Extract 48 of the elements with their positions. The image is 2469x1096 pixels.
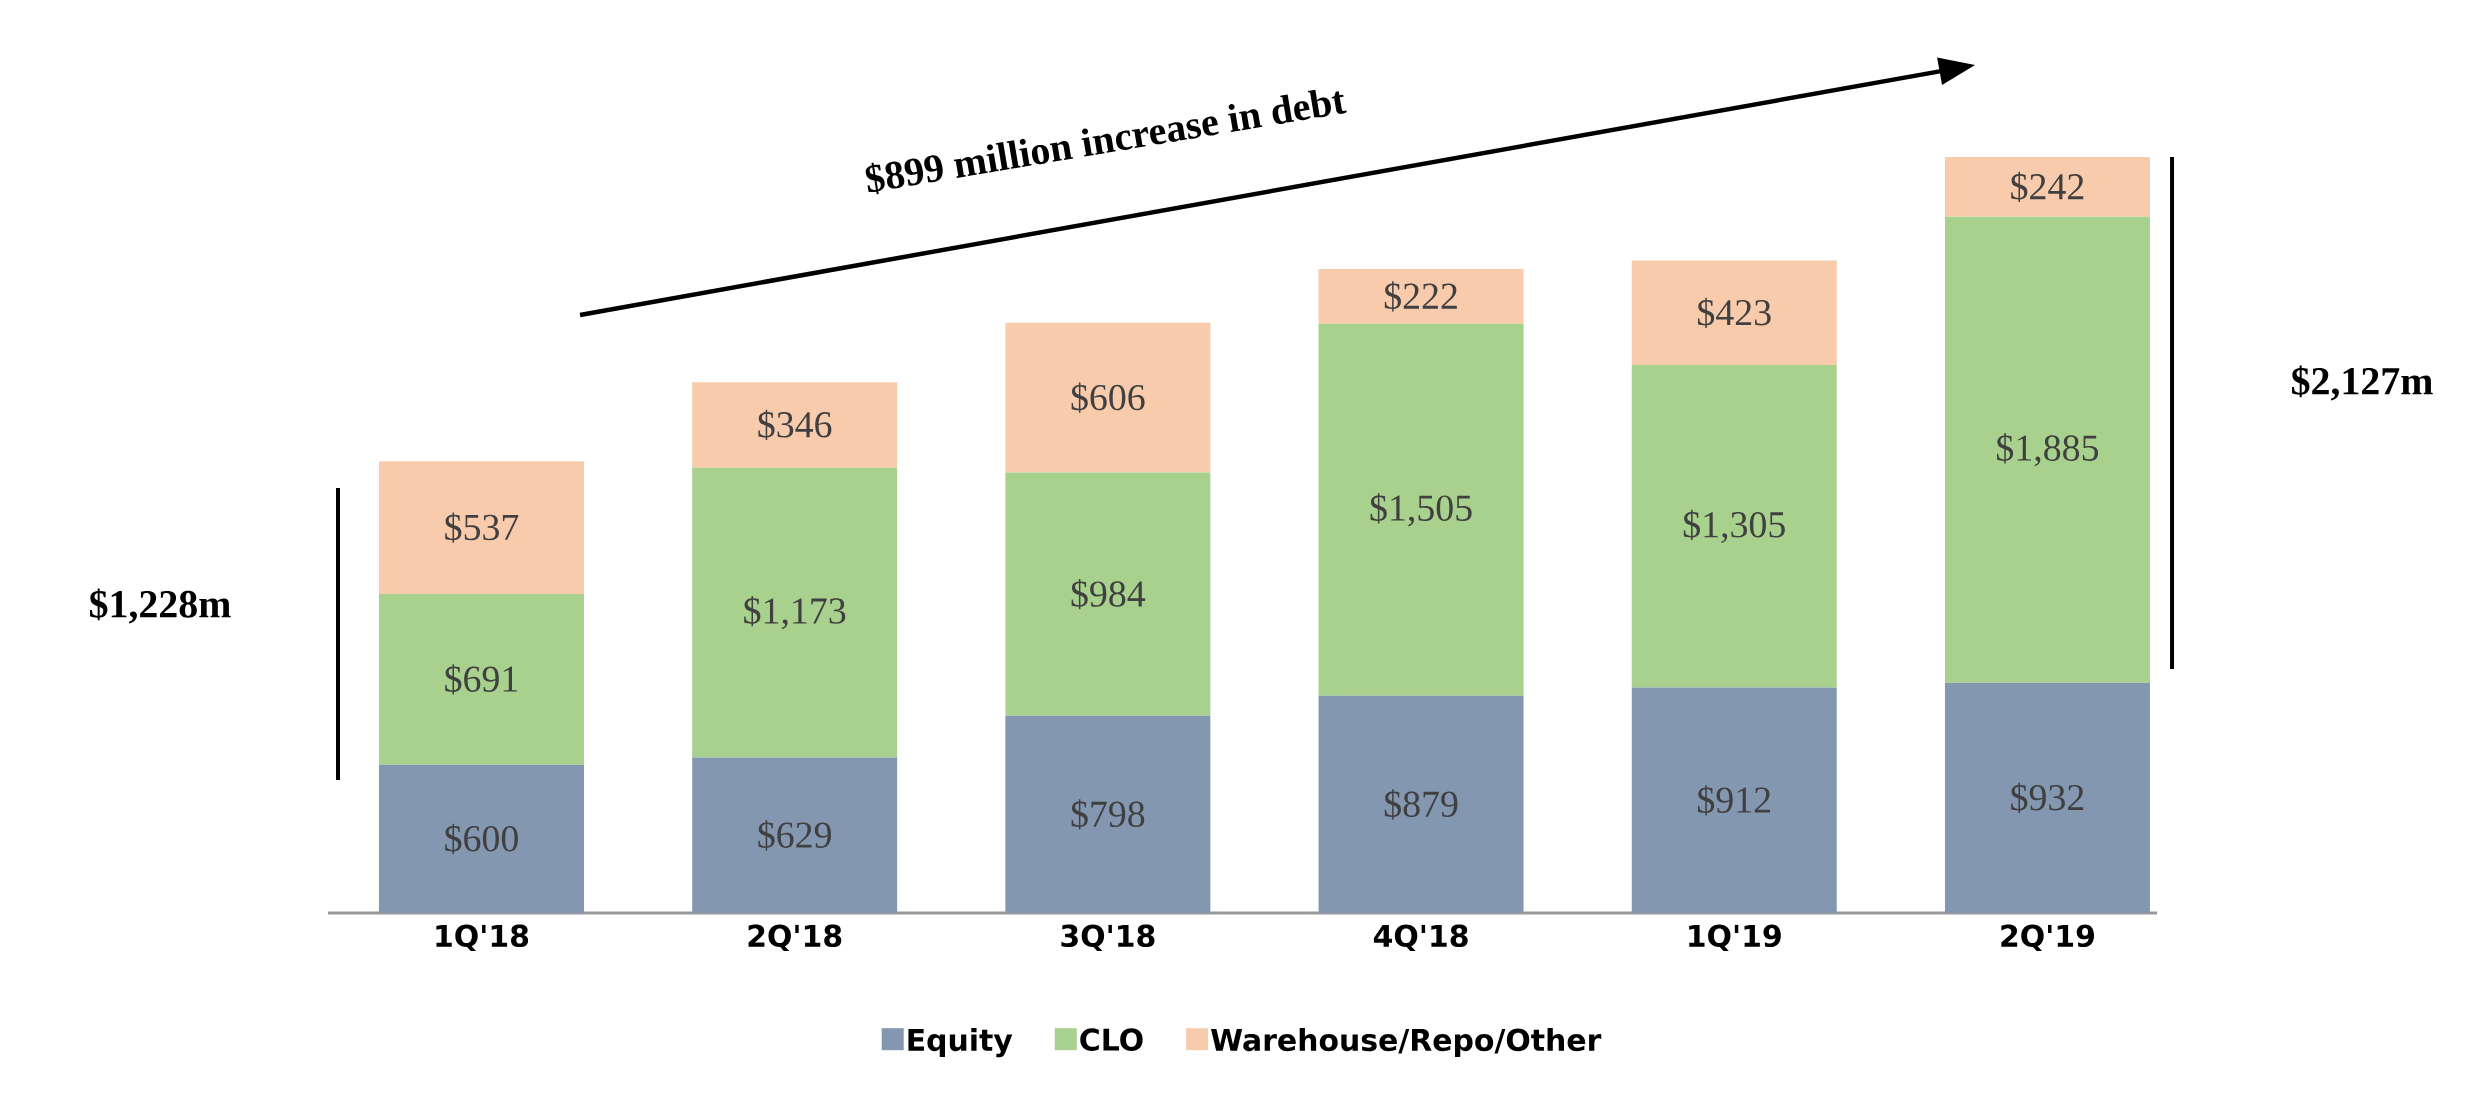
data-label: $984 (1071, 579, 1146, 610)
bar (378, 764, 584, 913)
bar (1944, 682, 2150, 913)
x-tick-label: 1Q'19 (1689, 924, 1781, 952)
data-label: $1,305 (1683, 509, 1785, 543)
bar (1005, 715, 1211, 913)
legend-label: Equity (908, 1028, 1013, 1058)
data-label: $537 (445, 512, 519, 543)
data-label: $879 (1384, 789, 1458, 820)
data-label: $798 (1071, 799, 1145, 830)
legend-label: Warehouse/Repo/Other (1210, 1028, 1602, 1058)
data-label: $691 (445, 664, 518, 695)
legend-label: CLO (1080, 1028, 1143, 1051)
bar (1944, 156, 2150, 217)
bar (692, 382, 898, 468)
bar (1318, 268, 1524, 324)
text: $2,127m (2292, 365, 2433, 401)
bar (1318, 323, 1524, 696)
text: $1,228m (90, 588, 231, 624)
data-label: $1,505 (1370, 493, 1472, 527)
x-tick-label: 3Q'18 (1061, 924, 1155, 952)
data-label: $346 (758, 409, 832, 441)
data-label: $606 (1071, 382, 1145, 413)
bar (1318, 695, 1524, 913)
bar (378, 593, 584, 765)
bar (378, 461, 584, 594)
data-label: $1,173 (744, 595, 846, 630)
x-tick-label: 4Q'18 (1373, 924, 1468, 952)
bar (692, 757, 898, 913)
bar (1631, 260, 1837, 366)
data-label: $629 (758, 820, 831, 851)
data-label: $932 (2011, 782, 2084, 813)
data-label: $912 (1698, 785, 1771, 816)
data-label: $423 (1698, 297, 1771, 328)
x-tick-label: 2Q'18 (748, 924, 842, 952)
bar (1005, 472, 1211, 716)
data-label: $222 (1384, 281, 1457, 312)
annotation: $899 million increase in debt (865, 89, 1347, 195)
x-tick-label: 1Q'18 (436, 924, 529, 952)
data-label: $600 (445, 823, 518, 855)
x-tick-label: 2Q'19 (2001, 924, 2095, 952)
data-label: $1,885 (1997, 433, 2099, 467)
data-label: $242 (2011, 171, 2084, 203)
bar (692, 467, 898, 758)
bar (1944, 216, 2150, 683)
bar (1631, 365, 1837, 688)
bar (1005, 322, 1211, 473)
bar (1631, 687, 1837, 913)
